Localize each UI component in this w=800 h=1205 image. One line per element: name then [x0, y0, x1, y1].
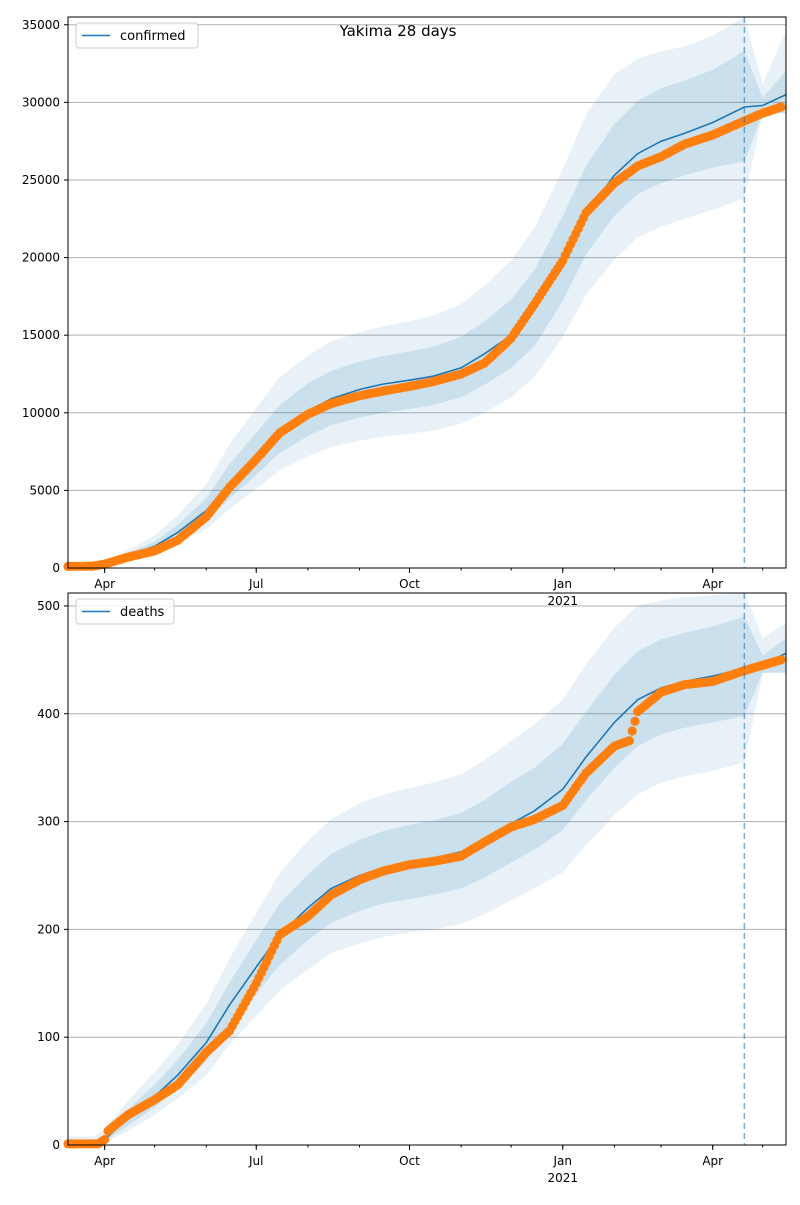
x-tick-label: Oct: [399, 577, 420, 591]
confirmed-panel: 0 5000 10000 15000 20000 25000 30000 35000 Apr Ju…: [22, 16, 787, 608]
x-tick-label: Apr: [94, 1154, 115, 1168]
y-tick-label: 400: [37, 707, 60, 721]
x-tick-label: Jan: [553, 577, 573, 591]
legend-box: [75, 22, 199, 49]
legend-box: [75, 598, 175, 625]
legend-label: deaths: [120, 605, 165, 620]
y-tick-label: 0: [52, 1138, 60, 1152]
observed-point: [100, 1135, 110, 1145]
y-tick-label: 15000: [22, 328, 60, 342]
x-tick-year-label: 2021: [547, 594, 578, 608]
confirmed-legend: confirmed: [75, 22, 199, 49]
legend-label: confirmed: [120, 29, 186, 44]
y-tick-label: 500: [37, 599, 60, 613]
y-tick-label: 20000: [22, 251, 60, 265]
y-tick-label: 25000: [22, 173, 60, 187]
figure-title: Yakima 28 days: [339, 22, 457, 40]
axes-frame: [67, 16, 787, 569]
y-tick-label: 200: [37, 922, 60, 936]
x-tick-label: Apr: [94, 577, 115, 591]
y-tick-label: 100: [37, 1030, 60, 1044]
y-tick-label: 35000: [22, 18, 60, 32]
x-tick-label: Jul: [248, 1154, 263, 1168]
observed-point: [776, 655, 786, 665]
x-tick-year-label: 2021: [547, 1171, 578, 1185]
x-tick-label: Apr: [702, 1154, 723, 1168]
confirmed-model-line: [67, 93, 787, 568]
y-tick-label: 10000: [22, 406, 60, 420]
y-tick-label: 30000: [22, 95, 60, 109]
observed-point: [630, 716, 640, 726]
observed-point: [776, 102, 786, 112]
x-tick-label: Apr: [702, 577, 723, 591]
x-tick-label: Oct: [399, 1154, 420, 1168]
y-tick-label: 300: [37, 815, 60, 829]
deaths-panel: 0 100 200 300 400 500 Apr Jul Oct Jan 2021 Apr death…: [37, 592, 787, 1185]
observed-point: [624, 736, 635, 746]
x-tick-label: Jul: [248, 577, 263, 591]
x-tick-label: Jan: [553, 1154, 573, 1168]
y-tick-label: 5000: [29, 483, 60, 497]
deaths-legend: deaths: [75, 598, 175, 625]
axes-frame: [67, 592, 787, 1146]
uncertainty-band: [68, 51, 786, 569]
uncertainty-band: [68, 17, 786, 568]
observed-point: [627, 726, 637, 736]
uncertainty-band: [68, 616, 786, 1145]
y-tick-label: 0: [52, 561, 60, 575]
